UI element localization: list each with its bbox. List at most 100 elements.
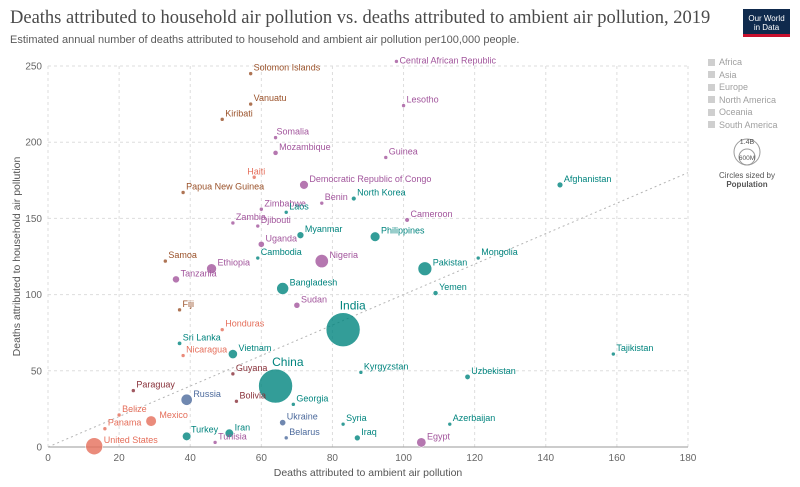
data-point[interactable]: [257, 240, 265, 248]
data-point[interactable]: [230, 220, 236, 226]
legend-item-africa[interactable]: Africa: [708, 56, 778, 69]
x-tick-label: 180: [680, 453, 697, 464]
data-point[interactable]: [383, 155, 389, 160]
data-point[interactable]: [283, 210, 289, 215]
data-label: Bangladesh: [290, 278, 338, 288]
data-label: Mongolia: [481, 247, 518, 257]
data-point[interactable]: [248, 71, 253, 76]
legend-item-asia[interactable]: Asia: [708, 69, 778, 82]
data-point[interactable]: [475, 255, 481, 261]
data-point[interactable]: [279, 419, 287, 427]
data-label: Honduras: [225, 319, 265, 329]
data-point[interactable]: [340, 421, 346, 427]
data-point[interactable]: [464, 373, 471, 380]
data-point[interactable]: [358, 370, 364, 375]
data-point[interactable]: [394, 59, 399, 64]
data-point[interactable]: [85, 437, 104, 456]
data-point[interactable]: [283, 435, 289, 441]
legend-swatch: [708, 121, 715, 129]
data-point[interactable]: [416, 437, 427, 448]
data-point[interactable]: [234, 398, 239, 404]
data-point[interactable]: [180, 190, 186, 195]
size-legend-top-value: 1.4B: [740, 139, 755, 146]
data-point[interactable]: [219, 327, 225, 332]
owid-logo[interactable]: Our World in Data: [743, 9, 790, 37]
data-point[interactable]: [102, 426, 108, 432]
legend-item-oceania[interactable]: Oceania: [708, 106, 778, 119]
data-point[interactable]: [351, 195, 357, 202]
data-point[interactable]: [291, 402, 296, 407]
data-point[interactable]: [182, 431, 192, 441]
data-label: Bolivia: [239, 390, 266, 400]
data-label: Afghanistan: [564, 174, 612, 184]
data-label: Guyana: [236, 363, 268, 373]
data-point[interactable]: [212, 440, 218, 445]
data-label: Mexico: [159, 410, 188, 420]
data-point[interactable]: [163, 258, 168, 264]
data-point[interactable]: [230, 371, 236, 377]
data-point[interactable]: [319, 200, 325, 206]
data-point[interactable]: [611, 351, 616, 357]
data-point[interactable]: [354, 434, 361, 442]
data-label: Mozambique: [279, 142, 331, 152]
data-label: Sri Lanka: [183, 332, 221, 342]
data-point[interactable]: [255, 255, 261, 261]
x-tick-label: 60: [256, 453, 268, 464]
data-point[interactable]: [116, 412, 122, 418]
data-point[interactable]: [276, 282, 289, 295]
diagonal-reference-line: [47, 172, 689, 448]
data-point[interactable]: [314, 254, 329, 269]
y-tick-label: 150: [25, 214, 42, 225]
data-point[interactable]: [177, 340, 183, 346]
data-point[interactable]: [251, 174, 257, 180]
legend-label: North America: [719, 94, 777, 105]
data-point[interactable]: [227, 349, 238, 359]
data-point[interactable]: [404, 217, 410, 223]
legend-item-europe[interactable]: Europe: [708, 81, 778, 94]
data-point[interactable]: [299, 180, 309, 190]
data-point[interactable]: [172, 275, 180, 284]
data-point[interactable]: [432, 290, 439, 296]
data-point[interactable]: [401, 103, 406, 108]
data-point[interactable]: [325, 312, 361, 347]
data-point[interactable]: [180, 393, 193, 406]
data-point[interactable]: [272, 149, 279, 156]
data-point[interactable]: [206, 263, 217, 274]
data-label: Ethiopia: [218, 258, 251, 268]
data-point[interactable]: [219, 117, 225, 122]
data-point[interactable]: [145, 415, 157, 427]
data-label: Ukraine: [287, 412, 318, 422]
x-axis-title: Deaths attributed to ambient air polluti…: [274, 467, 463, 479]
legend-item-north-america[interactable]: North America: [708, 94, 778, 107]
data-point[interactable]: [255, 223, 261, 229]
data-label: Fiji: [183, 299, 195, 309]
data-label: Tajikistan: [616, 343, 653, 353]
data-label: Nicaragua: [186, 345, 227, 355]
data-point[interactable]: [447, 421, 453, 427]
data-point[interactable]: [417, 261, 433, 276]
data-point[interactable]: [131, 388, 136, 393]
data-point[interactable]: [258, 368, 293, 404]
data-label: Yemen: [439, 282, 467, 292]
legend-label: Europe: [719, 82, 749, 93]
legend-item-south-america[interactable]: South America: [708, 119, 778, 132]
data-point[interactable]: [177, 307, 182, 313]
data-point[interactable]: [273, 135, 278, 140]
data-point[interactable]: [259, 206, 264, 212]
data-point[interactable]: [224, 428, 234, 438]
data-point[interactable]: [296, 231, 305, 239]
x-tick-label: 100: [395, 453, 412, 464]
legend-label: South America: [719, 119, 778, 130]
data-point[interactable]: [293, 301, 301, 309]
axes: 0 50 100 150 200 250 0 20 40 60 80 100 120 140 160 180: [25, 62, 696, 465]
legend-label: Asia: [719, 69, 737, 80]
data-label: Tanzania: [181, 268, 217, 278]
data-point[interactable]: [556, 181, 564, 189]
data-point[interactable]: [248, 101, 253, 107]
data-labels: China India United States Pakistan Nigeria Ba…: [104, 55, 654, 445]
data-label: Syria: [346, 413, 367, 423]
y-tick-label: 250: [25, 62, 42, 73]
data-point[interactable]: [369, 231, 381, 242]
data-point[interactable]: [180, 353, 186, 358]
